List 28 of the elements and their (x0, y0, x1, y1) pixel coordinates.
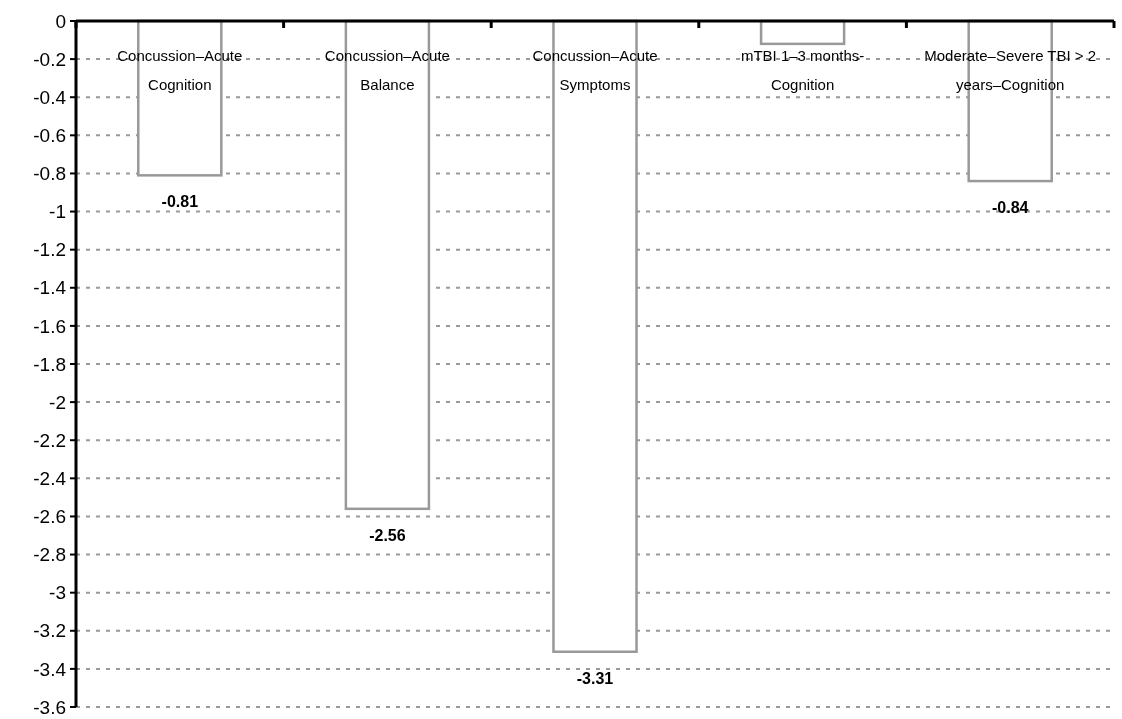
y-tick-label: -3 (49, 582, 66, 604)
y-tick-label: -3.4 (33, 658, 67, 680)
y-tick-label: -2.8 (33, 544, 66, 566)
y-tick-label: -3.6 (33, 696, 66, 718)
y-tick-label: -0.2 (33, 48, 66, 70)
x-tick-label: Concussion–Acute Cognition (117, 47, 243, 93)
data-label: -0.84 (991, 199, 1029, 217)
y-tick-label: 0 (55, 10, 66, 32)
y-tick-label: -1.2 (33, 239, 66, 261)
data-label: -0.81 (161, 193, 199, 211)
y-tick-label: -0.6 (33, 124, 66, 146)
y-tick-label: -2.6 (33, 506, 66, 528)
x-tick-label: mTBI 1–3 months- Cognition (740, 47, 865, 93)
y-tick-label: -1.6 (33, 315, 66, 337)
y-tick-label: -0.8 (33, 163, 66, 185)
y-tick-label: -0.4 (33, 86, 67, 108)
data-label: -3.31 (576, 669, 614, 687)
y-tick-label: -2.2 (33, 429, 66, 451)
y-tick-label: -1 (49, 201, 66, 223)
x-tick-label: Concussion–Acute Symptoms (532, 47, 658, 93)
data-label: -2.56 (369, 526, 406, 544)
y-tick-label: -2 (49, 391, 66, 413)
x-tick-label: Moderate–Severe TBI > 2 years–Cognition (924, 47, 1097, 93)
y-tick-label: -1.8 (33, 353, 66, 375)
y-tick-label: -1.4 (33, 277, 67, 299)
y-tick-label: -3.2 (33, 620, 66, 642)
y-tick-label: -2.4 (33, 467, 67, 489)
x-tick-label: Concussion–Acute Balance (324, 47, 450, 93)
